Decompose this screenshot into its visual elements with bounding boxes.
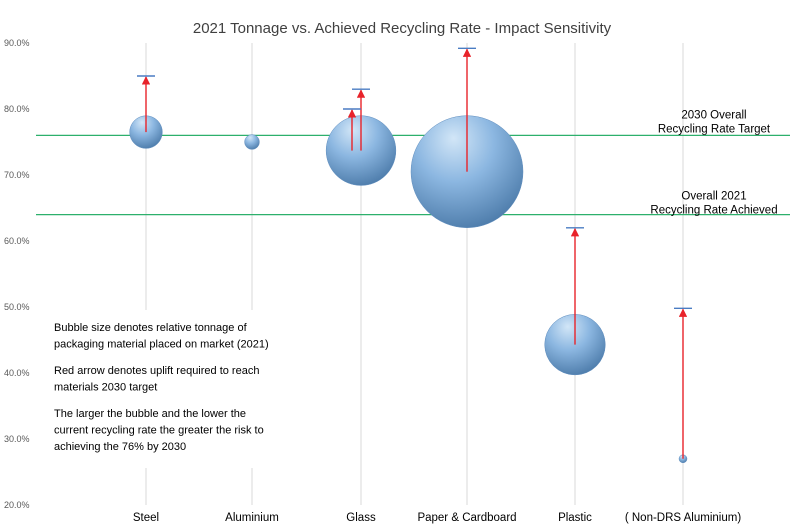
y-tick-label: 90.0% [4,38,30,48]
x-category-label: Glass [346,512,376,524]
annotation-line: current recycling rate the greater the r… [54,425,264,437]
x-category-label: Plastic [558,512,592,524]
annotation-line: achieving the 76% by 2030 [54,441,186,453]
bubble-aluminium [244,134,260,150]
annotation-background [48,310,328,468]
reference-line-label: Recycling Rate Achieved [650,205,777,217]
uplift-arrows [137,47,692,459]
x-category-label: Aluminium [225,512,279,524]
y-tick-label: 70.0% [4,170,30,180]
annotation-box: Bubble size denotes relative tonnage of p… [48,310,328,468]
reference-line-label: Recycling Rate Target [658,123,771,135]
y-tick-label: 40.0% [4,368,30,378]
annotation-line: materials 2030 target [54,382,157,394]
chart-title: 2021 Tonnage vs. Achieved Recycling Rate… [193,20,612,37]
y-axis-ticks: 20.0% 30.0% 40.0% 50.0% 60.0% 70.0% 80.0% 90.0% [4,38,30,510]
annotation-line: The larger the bubble and the lower the [54,408,246,420]
y-tick-label: 30.0% [4,434,30,444]
y-tick-label: 20.0% [4,500,30,510]
reference-line-label: 2030 Overall [681,109,746,121]
x-category-label: Steel [133,512,159,524]
x-category-label: ( Non-DRS Aluminium) [625,512,741,524]
y-tick-label: 50.0% [4,302,30,312]
annotation-line: Red arrow denotes uplift required to rea… [54,365,259,377]
annotation-line: Bubble size denotes relative tonnage of [54,322,248,334]
x-category-label: Paper & Cardboard [417,512,516,524]
x-axis-categories: Steel Aluminium Glass Paper & Cardboard Plas… [133,512,741,524]
y-tick-label: 80.0% [4,104,30,114]
y-tick-label: 60.0% [4,236,30,246]
annotation-line: packaging material placed on market (202… [54,339,269,351]
reference-line-label: Overall 2021 [681,191,746,203]
